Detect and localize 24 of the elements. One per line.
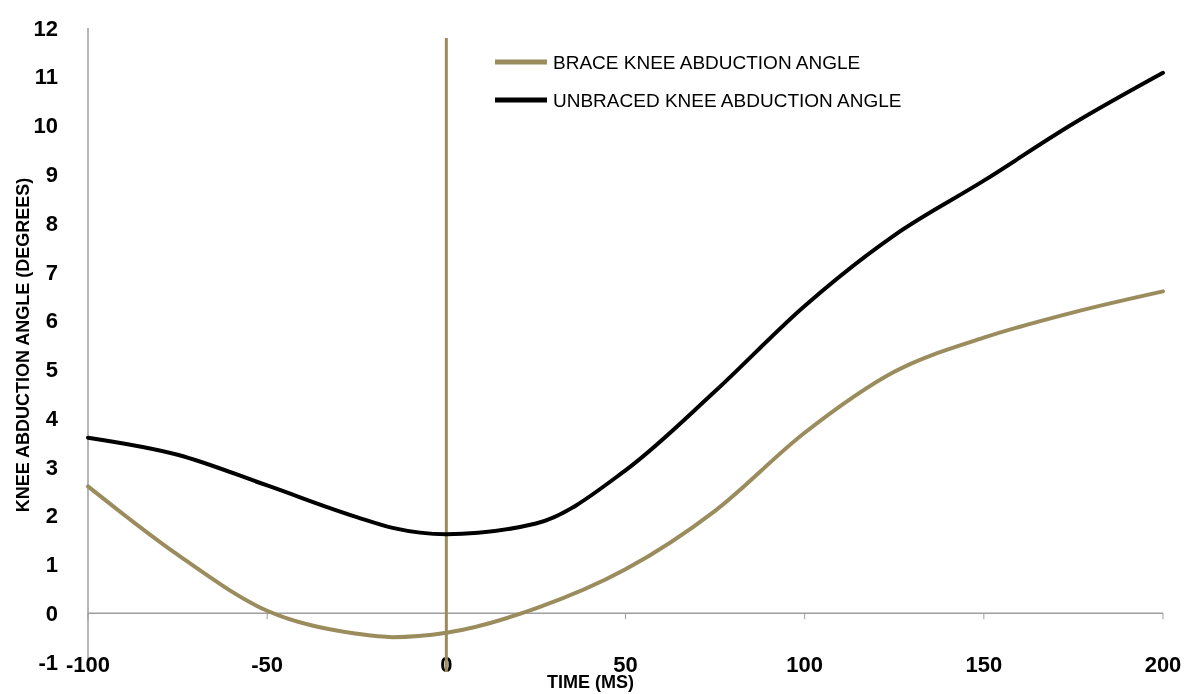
x-tick-label: 100 bbox=[786, 651, 824, 677]
x-axis-title: TIME (MS) bbox=[547, 672, 634, 692]
y-tick-label: 3 bbox=[45, 454, 58, 480]
y-tick-label: 6 bbox=[45, 308, 58, 334]
y-tick-label: 1 bbox=[45, 552, 58, 578]
y-tick-label: 12 bbox=[33, 15, 58, 41]
y-tick-label: 4 bbox=[45, 405, 59, 431]
y-tick-label: 8 bbox=[45, 210, 58, 236]
y-axis-title: KNEE ABDUCTION ANGLE (DEGREES) bbox=[13, 177, 33, 513]
y-tick-label: 11 bbox=[34, 64, 58, 90]
y-tick-label: 9 bbox=[45, 162, 58, 188]
y-tick-label: 2 bbox=[45, 503, 58, 529]
x-tick-label: 200 bbox=[1144, 651, 1182, 677]
y-tick-label: 7 bbox=[45, 259, 58, 285]
y-tick-label: 0 bbox=[45, 600, 58, 626]
y-tick-label: 10 bbox=[33, 113, 58, 139]
x-tick-label: -100 bbox=[65, 651, 111, 677]
x-tick-label: -50 bbox=[251, 651, 284, 677]
line-series bbox=[86, 70, 1165, 537]
y-tick-label: 5 bbox=[45, 357, 58, 383]
x-tick-label: 150 bbox=[965, 651, 1003, 677]
legend-label: BRACE KNEE ABDUCTION ANGLE bbox=[553, 51, 861, 73]
legend-label: UNBRACED KNEE ABDUCTION ANGLE bbox=[553, 89, 902, 111]
y-tick-label: -1 bbox=[38, 649, 58, 675]
